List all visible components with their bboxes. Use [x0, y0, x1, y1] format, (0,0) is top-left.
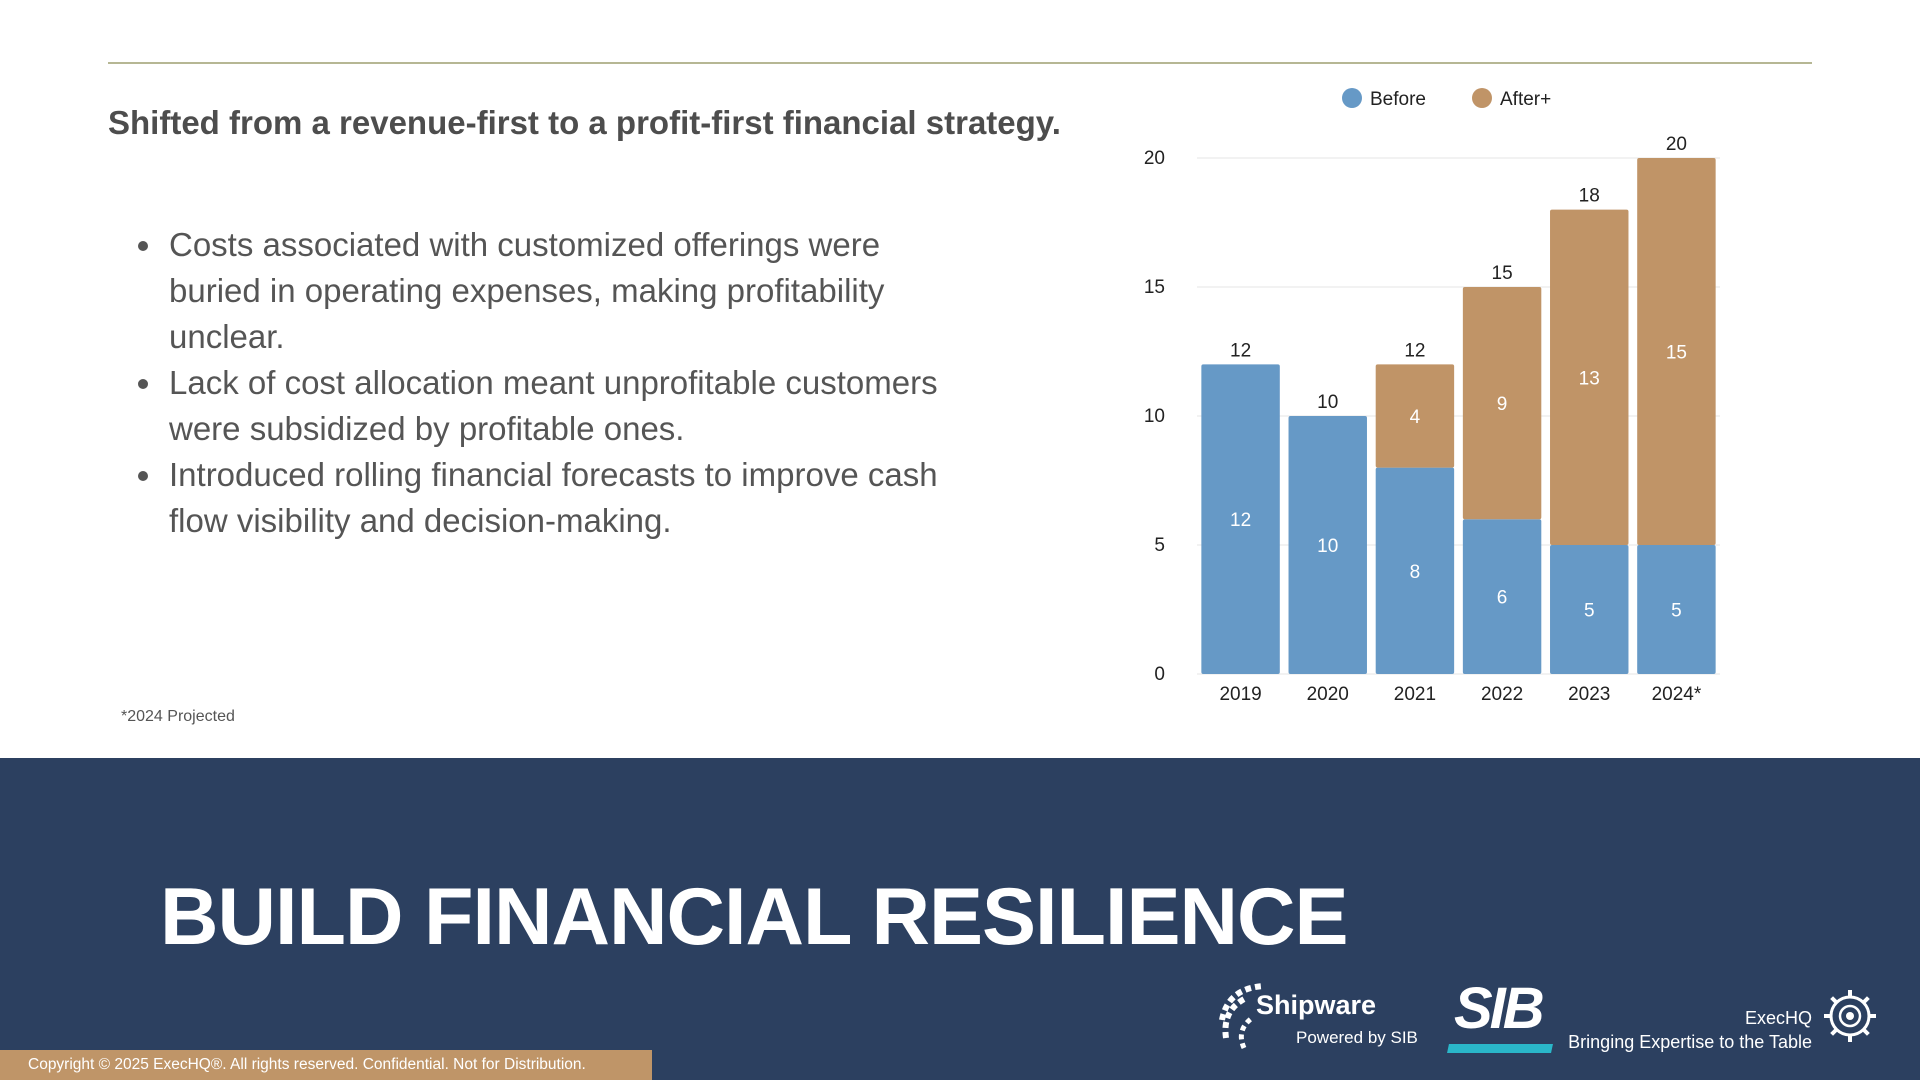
- sib-wordmark: SIB: [1454, 976, 1545, 1041]
- data-label: 13: [1579, 368, 1600, 389]
- data-label: 12: [1230, 510, 1251, 531]
- bar-after-2024: [1637, 158, 1716, 545]
- bar-before-2023: [1550, 545, 1629, 674]
- legend-marker: [1342, 88, 1362, 108]
- data-label: 6: [1497, 588, 1508, 609]
- top-divider: [108, 62, 1812, 64]
- y-tick-label: 10: [1144, 406, 1165, 427]
- data-label: 10: [1317, 536, 1338, 557]
- y-tick-label: 15: [1144, 277, 1165, 298]
- data-label: 5: [1584, 601, 1595, 622]
- exechq-gear-icon: [1824, 990, 1876, 1042]
- y-tick-label: 20: [1144, 148, 1165, 169]
- shipware-logo: Shipware Powered by SIB: [1216, 980, 1426, 1050]
- x-tick-label: 2023: [1568, 684, 1610, 705]
- footnote: *2024 Projected: [121, 708, 235, 725]
- bullet-item: Lack of cost allocation meant unprofitab…: [165, 360, 965, 452]
- headline: Shifted from a revenue-first to a profit…: [108, 104, 1061, 141]
- bar-before-2022: [1462, 519, 1542, 674]
- exechq-brand: ExecHQ Bringing Expertise to the Table: [1560, 1006, 1812, 1054]
- bullet-item: Costs associated with customized offerin…: [165, 222, 965, 360]
- x-tick-label: 2022: [1481, 684, 1523, 705]
- exechq-name: ExecHQ: [1744, 1008, 1812, 1028]
- banner-title: BUILD FINANCIAL RESILIENCE: [160, 872, 1349, 962]
- bullet-item: Introduced rolling financial forecasts t…: [165, 452, 965, 544]
- x-tick-label: 2021: [1394, 684, 1436, 705]
- total-label: 20: [1666, 134, 1687, 155]
- shipware-subtitle: Powered by SIB: [1296, 1028, 1418, 1047]
- data-label: 15: [1666, 343, 1687, 364]
- bar-before-2024: [1637, 545, 1716, 674]
- exechq-tagline: Bringing Expertise to the Table: [1568, 1032, 1812, 1052]
- bar-after-2022: [1462, 287, 1542, 520]
- stacked-bar-chart: 0 5 10 15 20 12 12 2019 10 10 2020 8 4 12 2021 6 9 15 2022…: [1144, 88, 1720, 705]
- bar-before-2021: [1375, 467, 1455, 674]
- copyright-notice: Copyright © 2025 ExecHQ®. All rights res…: [0, 1050, 652, 1080]
- bar-before-2020: [1288, 416, 1367, 674]
- x-tick-label: 2019: [1219, 684, 1261, 705]
- x-tick-label: 2020: [1307, 684, 1349, 705]
- x-tick-label: 2024*: [1652, 684, 1702, 705]
- shipware-wordmark: Shipware: [1256, 990, 1377, 1020]
- total-label: 10: [1317, 392, 1338, 413]
- total-label: 12: [1230, 340, 1251, 361]
- data-label: 4: [1410, 407, 1421, 428]
- bar-after-2021: [1375, 364, 1455, 468]
- bar-after-2023: [1550, 209, 1629, 545]
- data-label: 5: [1671, 601, 1682, 622]
- sib-logo: SIB: [1447, 976, 1558, 1056]
- data-label: 9: [1497, 394, 1508, 415]
- legend-marker: [1472, 88, 1492, 108]
- shipware-swirl-icon: [1219, 983, 1265, 1050]
- total-label: 18: [1579, 186, 1600, 207]
- title-banner: BUILD FINANCIAL RESILIENCE Shipware Powe…: [0, 758, 1920, 1080]
- y-tick-label: 0: [1154, 664, 1165, 685]
- legend-label: After+: [1500, 89, 1551, 110]
- y-tick-label: 5: [1154, 535, 1165, 556]
- data-label: 8: [1410, 562, 1421, 583]
- bar-before-2019: [1201, 364, 1280, 674]
- legend-label: Before: [1370, 89, 1426, 110]
- total-label: 12: [1404, 340, 1425, 361]
- total-label: 15: [1492, 263, 1513, 284]
- sib-underline: [1447, 1044, 1553, 1053]
- bullet-list: Costs associated with customized offerin…: [132, 222, 965, 544]
